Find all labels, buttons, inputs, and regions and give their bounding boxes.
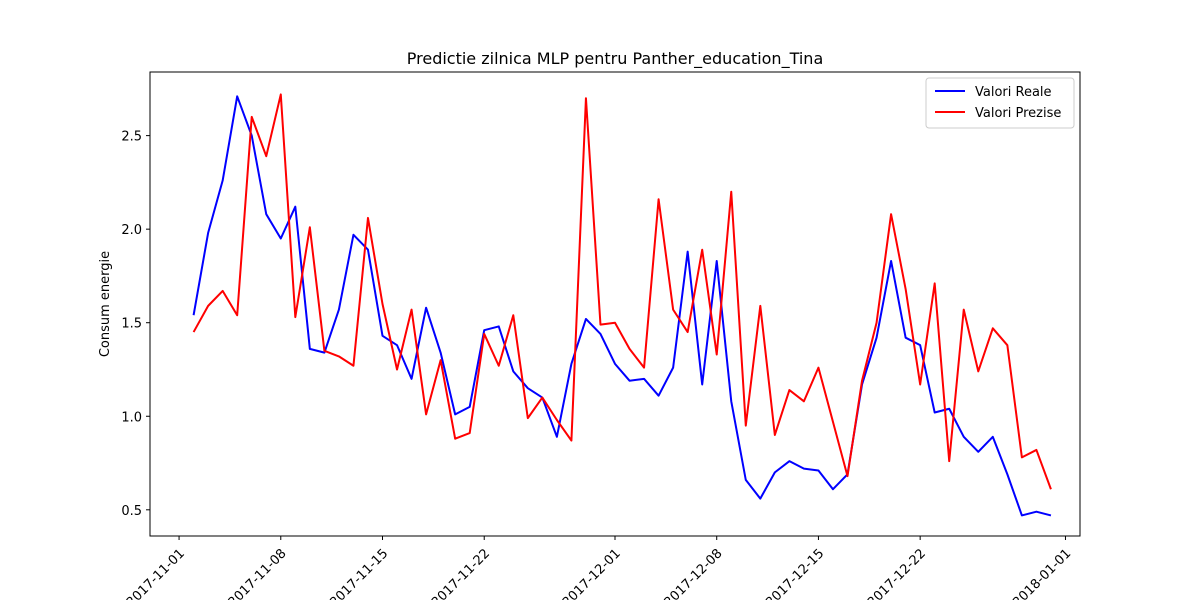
y-tick-label: 2.0 — [121, 223, 142, 238]
legend-label-reale: Valori Reale — [975, 85, 1052, 100]
y-tick-label: 1.5 — [121, 317, 142, 332]
y-tick-label: 2.5 — [121, 130, 142, 145]
y-tick-label: 0.5 — [121, 504, 142, 519]
series-line-1 — [192, 93, 1052, 490]
y-axis-label: Consum energie — [98, 251, 113, 357]
series-line-0 — [192, 95, 1052, 517]
plot-frame — [149, 71, 1081, 537]
legend: Valori Reale Valori Prezise — [925, 77, 1075, 129]
chart-title: Predictie zilnica MLP pentru Panther_edu… — [407, 49, 824, 69]
plot-lines — [192, 93, 1052, 517]
legend-label-prezise: Valori Prezise — [975, 106, 1061, 121]
y-axis: 0.5 1.0 1.5 2.0 2.5 — [121, 130, 150, 519]
y-tick-label: 1.0 — [121, 410, 142, 425]
